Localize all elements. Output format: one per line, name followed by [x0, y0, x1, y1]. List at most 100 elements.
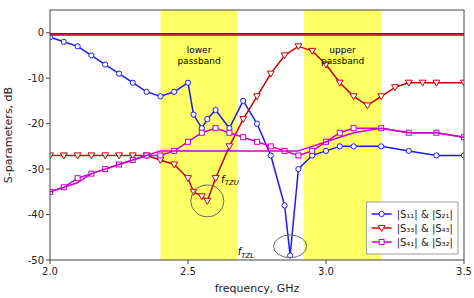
series-line: [50, 128, 464, 192]
series-marker: [379, 144, 384, 149]
series-marker: [226, 144, 233, 150]
legend-label: |S₄₁| & |S₃₂|: [397, 237, 453, 249]
y-tick: [46, 78, 50, 79]
series-marker: [185, 80, 190, 85]
plot-area: [50, 10, 464, 260]
series-marker: [392, 85, 399, 91]
series-marker: [213, 126, 218, 131]
plot-background: [50, 10, 464, 260]
series-marker: [336, 80, 343, 86]
y-tick: [46, 214, 50, 215]
annotation-subscript: TZL: [241, 252, 254, 260]
series-marker: [296, 153, 301, 158]
x-tick-label: 2.5: [180, 266, 196, 277]
legend-marker: [379, 211, 384, 216]
series-marker: [212, 176, 219, 182]
annotation-line: passband: [177, 56, 220, 66]
legend-marker: [378, 225, 385, 231]
legend-marker: [379, 240, 384, 245]
series-marker: [406, 148, 411, 153]
series-marker: [281, 53, 288, 59]
series-marker: [50, 153, 53, 159]
series-marker: [186, 139, 191, 144]
series-marker: [75, 44, 80, 49]
series-marker: [171, 162, 178, 168]
x-tick: [464, 260, 465, 264]
passband: [160, 10, 237, 260]
annotation-line: upper: [329, 45, 356, 55]
series-marker: [60, 153, 67, 159]
series-marker: [172, 89, 177, 94]
series-marker: [241, 98, 246, 103]
series-marker: [75, 176, 80, 181]
x-tick: [326, 260, 327, 264]
annotation-text: upperpassband: [321, 45, 364, 66]
series-marker: [282, 203, 287, 208]
series-marker: [130, 80, 135, 85]
chart: 2.02.53.03.5-50-40-30-20-100frequency, G…: [0, 0, 474, 298]
legend-box: [367, 202, 458, 254]
series-marker: [268, 153, 273, 158]
series-marker: [185, 176, 192, 182]
series-marker: [227, 130, 232, 135]
series-marker: [378, 94, 385, 100]
series-marker: [61, 39, 66, 44]
y-tick: [46, 260, 50, 261]
series-marker: [254, 121, 259, 126]
y-tick: [46, 169, 50, 170]
y-tick-label: -30: [28, 164, 44, 175]
series-marker: [268, 144, 273, 149]
y-tick-label: -10: [28, 73, 44, 84]
series-marker: [296, 166, 301, 171]
series-marker: [351, 126, 356, 131]
annotation-subscript: TZU: [225, 179, 239, 187]
series-marker: [337, 130, 342, 135]
series-marker: [199, 130, 204, 135]
x-tick-label: 3.0: [318, 266, 334, 277]
series-marker: [337, 144, 342, 149]
annotation-line: lower: [187, 45, 212, 55]
series-marker: [158, 153, 163, 158]
series-marker: [323, 148, 328, 153]
y-tick: [46, 123, 50, 124]
legend-label: |S₃₃| & |S₄₃|: [397, 223, 453, 235]
annotation-text: lowerpassband: [177, 45, 220, 66]
y-tick-label: -50: [28, 255, 44, 266]
annotation-line: passband: [321, 56, 364, 66]
annotation-label: fTZL: [238, 246, 255, 259]
series-line: [50, 33, 464, 35]
series-marker: [241, 135, 246, 140]
x-tick-label: 2.0: [42, 266, 58, 277]
series-marker: [213, 107, 218, 112]
series-marker: [191, 112, 196, 117]
x-tick: [188, 260, 189, 264]
series-line: [50, 128, 464, 192]
series-marker: [240, 117, 247, 123]
x-axis-label: frequency, GHz: [215, 282, 300, 295]
legend-label: |S₁₁| & |S₂₁|: [397, 209, 453, 221]
annotation-ellipse: [274, 235, 307, 258]
series-marker: [419, 80, 426, 86]
annotation-ellipse: [191, 185, 224, 217]
series-marker: [309, 48, 316, 54]
series-line: [50, 37, 464, 255]
series-marker: [405, 80, 412, 86]
y-tick-label: 0: [38, 27, 44, 38]
series-marker: [295, 44, 302, 50]
series-marker: [434, 153, 439, 158]
series-marker: [158, 94, 163, 99]
series-marker: [102, 153, 109, 159]
series-marker: [204, 198, 211, 204]
y-tick-label: -20: [28, 118, 44, 129]
series-marker: [103, 62, 108, 67]
y-tick: [46, 32, 50, 33]
series-marker: [116, 153, 123, 159]
series-line: [50, 34, 464, 36]
plot-frame: [50, 10, 464, 260]
series-marker: [461, 80, 464, 86]
legend: |S₁₁| & |S₂₁| |S₃₃| & |S₄₃| |S₄₁| & |S₃₂|: [367, 202, 458, 254]
series-marker: [433, 80, 440, 86]
series-marker: [310, 148, 315, 153]
y-axis-label: S-parameters, dB: [2, 87, 15, 183]
series-marker: [89, 53, 94, 58]
